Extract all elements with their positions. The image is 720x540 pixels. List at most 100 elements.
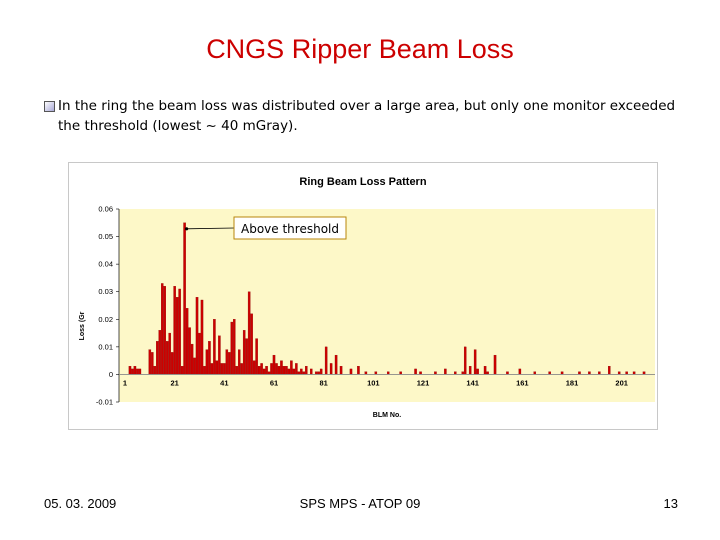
y-tick-label: -0.01 — [96, 398, 113, 407]
footer-center-text: SPS MPS - ATOP 09 — [299, 496, 421, 511]
bar — [506, 371, 509, 375]
bar — [190, 343, 194, 375]
bar — [153, 366, 157, 375]
bar — [493, 354, 497, 375]
bar — [230, 321, 234, 375]
bar — [598, 371, 601, 375]
axis-group: 0.060.050.040.030.020.010-0.011 21 41 61 81 1… — [96, 205, 655, 407]
bar — [151, 352, 154, 375]
bar — [156, 341, 159, 375]
bar — [280, 360, 283, 375]
x-tick-label: 61 — [270, 378, 278, 387]
bar — [399, 371, 402, 375]
annotation-box — [233, 216, 347, 240]
bar — [223, 363, 226, 375]
annotation-arrow-tip — [185, 227, 189, 231]
bar — [292, 368, 296, 375]
bar — [339, 366, 343, 375]
bar — [133, 366, 137, 375]
bar — [220, 363, 224, 375]
y-tick-label: 0 — [109, 370, 113, 379]
annotation-arrow — [186, 227, 235, 230]
bar — [163, 286, 166, 375]
bar — [468, 366, 472, 375]
bar — [250, 313, 253, 375]
square-bullet-icon — [44, 101, 55, 112]
bar — [317, 371, 320, 375]
x-tick-label: 141 — [466, 378, 479, 387]
bar — [203, 366, 206, 375]
bar — [461, 371, 464, 375]
bar — [161, 283, 164, 375]
bar — [642, 371, 646, 375]
bar — [193, 357, 196, 375]
y-tick-label: 0.05 — [98, 232, 113, 241]
x-tick-label: 101 — [367, 378, 380, 387]
bar — [128, 366, 132, 375]
beam-loss-chart: Ring Beam Loss Pattern 0.06 0.05 0.04 0.03 0… — [79, 176, 655, 419]
bar — [310, 368, 313, 375]
bar — [560, 371, 564, 375]
bar — [173, 286, 176, 375]
y-tick-label: 0.06 — [98, 205, 113, 214]
bar — [218, 335, 221, 375]
bar — [625, 371, 628, 375]
bar — [228, 352, 231, 375]
bar — [200, 299, 204, 375]
bar — [255, 338, 258, 375]
y-tick-label: 0.01 — [98, 342, 113, 351]
bar — [210, 363, 214, 375]
bar — [165, 341, 169, 375]
bar — [473, 349, 477, 375]
y-tick-label: 0.03 — [98, 287, 113, 296]
bar — [290, 360, 293, 375]
bar — [208, 341, 211, 375]
bar — [205, 349, 209, 375]
bar — [168, 332, 171, 375]
bar — [364, 371, 368, 375]
bullet-text: In the ring the beam loss was distribute… — [58, 98, 676, 134]
bar — [305, 366, 308, 375]
bar — [247, 291, 251, 375]
bar — [136, 368, 139, 375]
bar — [533, 371, 537, 375]
bar — [240, 363, 243, 375]
bullet-point: In the ring the beam loss was distribute… — [44, 96, 684, 136]
bar — [588, 371, 591, 375]
x-tick-label: 201 — [615, 378, 628, 387]
x-tick-label: 41 — [220, 378, 228, 387]
bar — [213, 319, 216, 375]
slide-title: CNGS Ripper Beam Loss — [206, 34, 514, 64]
bar — [632, 371, 636, 375]
bar — [324, 346, 328, 375]
bar — [419, 371, 422, 375]
bar — [195, 297, 199, 375]
bar — [277, 366, 281, 375]
bar — [444, 368, 447, 375]
bar — [148, 349, 152, 375]
x-tick-label: 181 — [566, 378, 579, 387]
page-number: 13 — [663, 496, 678, 511]
bar — [287, 368, 291, 375]
bar — [285, 366, 288, 375]
bar — [518, 368, 522, 375]
bar — [374, 371, 378, 375]
y-tick-label: 0.04 — [98, 260, 113, 269]
y-axis-label: Loss (Gr — [79, 311, 86, 340]
bar — [297, 371, 301, 375]
bar — [476, 368, 479, 375]
annotation-text: Above threshold — [241, 222, 339, 236]
bar — [486, 371, 489, 375]
bar — [262, 368, 266, 375]
bar — [302, 371, 306, 375]
x-axis-label: BLM No. — [373, 412, 401, 419]
x-tick-label: 161 — [516, 378, 529, 387]
bar — [270, 363, 273, 375]
bar — [260, 363, 263, 375]
bar — [198, 332, 201, 375]
bar — [252, 360, 256, 375]
bar — [185, 308, 189, 375]
bar — [275, 363, 278, 375]
bar — [138, 368, 142, 375]
bar — [272, 354, 276, 375]
